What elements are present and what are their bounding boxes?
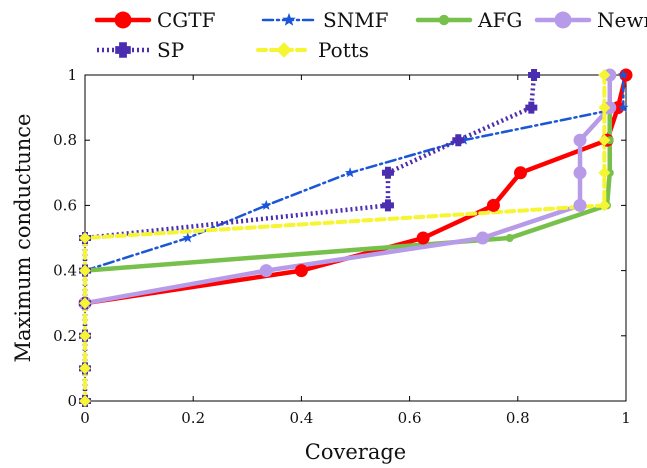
- data-point-potts: [598, 101, 611, 114]
- legend-marker-sp: [115, 42, 131, 58]
- data-point-potts: [79, 362, 91, 375]
- data-point-snmf: [618, 69, 629, 80]
- data-point-cgtf: [294, 264, 308, 278]
- legend-marker-cgtf: [114, 11, 132, 29]
- y-tick-label: 0.4: [53, 262, 77, 280]
- data-point-sp: [528, 69, 541, 81]
- x-tick-label: 0.8: [506, 409, 530, 427]
- data-point-sp: [381, 166, 394, 179]
- x-tick-label: 0.4: [289, 409, 313, 427]
- data-point-snmf: [261, 199, 272, 210]
- x-tick-label: 0.2: [181, 409, 205, 427]
- series-line-snmf: [83, 73, 625, 272]
- legend-label-newmanf: NewmanF: [597, 8, 647, 32]
- y-tick-label: 1: [67, 66, 77, 84]
- legend-marker-newmanf: [554, 11, 572, 29]
- legend-marker-afg: [438, 14, 450, 26]
- legend: CGTF SNMF AFG NewmanF SP Potts: [94, 8, 647, 62]
- series-markers: [78, 68, 633, 407]
- plot-area: 0 0.2 0.4 0.6 0.8 1 0 0.2 0.4 0.6 0.8 1: [53, 66, 633, 427]
- y-tick-label: 0.2: [53, 327, 77, 345]
- legend-marker-snmf: [282, 12, 296, 26]
- series-line-cgtf: [82, 72, 629, 306]
- data-point-snmf: [182, 232, 194, 243]
- data-point-potts: [598, 69, 611, 81]
- data-point-newmanf: [573, 166, 587, 180]
- legend-label-afg: AFG: [477, 8, 522, 32]
- y-axis-label: Maximum conductunce: [11, 114, 35, 363]
- series-line-potts: [83, 73, 607, 403]
- ticks: 0 0.2 0.4 0.6 0.8 1 0 0.2 0.4 0.6 0.8 1: [53, 66, 631, 427]
- y-tick-label: 0.8: [53, 131, 77, 149]
- data-point-newmanf: [259, 264, 273, 278]
- data-point-potts: [79, 395, 91, 407]
- data-point-potts: [598, 166, 611, 179]
- data-point-newmanf: [573, 133, 587, 147]
- y-tick-label: 0.6: [53, 196, 77, 214]
- x-tick-label: 0.6: [398, 409, 422, 427]
- data-point-cgtf: [416, 231, 430, 245]
- data-point-potts: [79, 329, 91, 342]
- data-point-sp: [525, 101, 538, 114]
- legend-label-sp: SP: [157, 38, 184, 62]
- y-tick-label: 0: [67, 392, 77, 410]
- data-point-sp: [381, 199, 394, 212]
- data-point-snmf: [344, 167, 356, 178]
- x-tick-label: 1: [621, 409, 631, 427]
- data-point-newmanf: [573, 198, 587, 212]
- legend-label-potts: Potts: [318, 38, 369, 62]
- x-axis-label: Coverage: [305, 440, 406, 464]
- data-point-potts: [598, 199, 611, 212]
- data-point-potts: [79, 264, 91, 277]
- data-point-newmanf: [476, 231, 490, 245]
- data-point-potts: [79, 297, 91, 310]
- x-tick-label: 0: [80, 409, 90, 427]
- series-lines: [82, 72, 629, 403]
- data-point-cgtf: [486, 198, 500, 212]
- data-point-potts: [79, 232, 91, 244]
- data-point-cgtf: [514, 166, 528, 180]
- data-point-afg: [505, 234, 514, 242]
- legend-label-snmf: SNMF: [323, 8, 389, 32]
- data-point-snmf: [618, 102, 629, 113]
- series-line-sp: [82, 74, 537, 401]
- data-point-potts: [598, 134, 611, 147]
- legend-label-cgtf: CGTF: [157, 8, 216, 32]
- legend-marker-potts: [276, 42, 292, 58]
- data-point-sp: [452, 134, 465, 147]
